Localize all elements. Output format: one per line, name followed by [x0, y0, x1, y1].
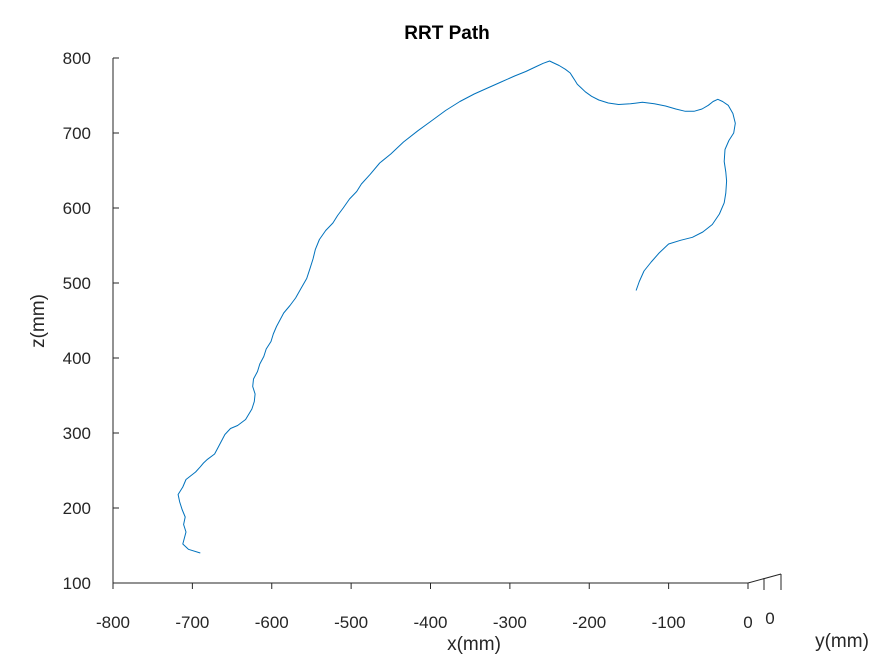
- chart-title: RRT Path: [404, 23, 490, 44]
- path-series-line: [177, 60, 736, 554]
- x-tick-label: -700: [175, 613, 209, 632]
- plot-area: [177, 60, 736, 554]
- x-axis-label: x(mm): [447, 634, 501, 655]
- x-tick-label: 0: [743, 613, 752, 632]
- z-tick-label: 800: [63, 49, 91, 68]
- z-tick-label: 700: [63, 124, 91, 143]
- x-tick-label: -500: [334, 613, 368, 632]
- x-ticks: -800 -700 -600 -500 -400 -300 -200 -100 0: [96, 583, 753, 632]
- x-tick-label: -200: [572, 613, 606, 632]
- y-axis-label: y(mm): [815, 631, 869, 652]
- z-tick-label: 500: [63, 274, 91, 293]
- axes: [112, 58, 782, 590]
- z-tick-label: 400: [63, 349, 91, 368]
- z-ticks: 100 200 300 400 500 600 700 800: [63, 49, 119, 593]
- x-tick-label: -400: [413, 613, 447, 632]
- z-tick-label: 100: [63, 574, 91, 593]
- z-tick-label: 300: [63, 424, 91, 443]
- x-tick-label: -800: [96, 613, 130, 632]
- y-tick-label: 0: [765, 609, 774, 628]
- x-tick-label: -600: [255, 613, 289, 632]
- x-tick-label: -300: [493, 613, 527, 632]
- z-tick-label: 600: [63, 199, 91, 218]
- z-axis-label: z(mm): [28, 294, 49, 348]
- z-tick-label: 200: [63, 499, 91, 518]
- x-tick-label: -100: [652, 613, 686, 632]
